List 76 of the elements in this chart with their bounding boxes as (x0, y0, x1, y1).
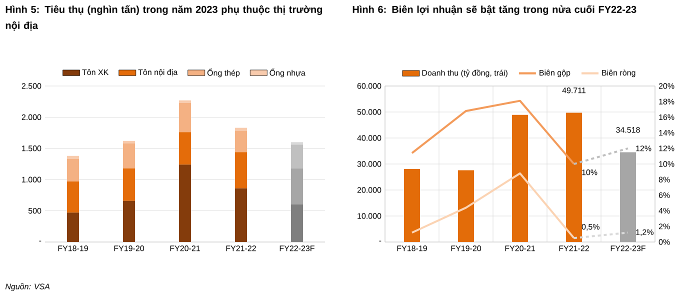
y2-tick-label: 6% (658, 192, 670, 198)
y2-tick-label: 0% (658, 239, 670, 245)
chart-title: Hình 6: Biên lợi nhuận sẽ bật tăng trong nửa cuối FY22-23 (352, 5, 636, 16)
bar (404, 168, 420, 242)
y-tick-label: 30.000 (357, 161, 382, 167)
legend-label: Biên gộp (540, 70, 570, 78)
y-tick-label: - (379, 240, 382, 242)
line-series (411, 172, 576, 240)
bar (566, 112, 582, 242)
bar (179, 132, 191, 165)
bar (179, 102, 191, 132)
x-tick-label: FY18-19 (58, 246, 88, 252)
bar (235, 152, 247, 188)
bar (291, 168, 303, 205)
y2-tick-label: 10% (659, 161, 674, 167)
legend-label: Tôn nội địa (138, 69, 178, 76)
y2-tick-label: 4% (658, 208, 670, 214)
legend-label: Tôn XK (82, 69, 109, 76)
chart-title: Hình 5: Tiêu thụ (nghìn tấn) trong năm 2023 phụ thuộc thị trường nội địa (6, 5, 322, 31)
data-label: 10% (582, 170, 598, 176)
text: Nguồn: VSA (5, 283, 50, 291)
y-tick-label: 1.500 (22, 146, 42, 152)
x-tick-label: FY19-20 (114, 246, 144, 252)
bar (235, 130, 247, 152)
y2-tick-label: 12% (659, 146, 674, 152)
x-tick-label: FY22-23F (610, 246, 646, 252)
x-tick-label: FY20-21 (505, 246, 535, 252)
y-tick-label: 10.000 (358, 213, 382, 219)
bar (179, 100, 191, 103)
legend-label: Doanh thu (tỷ đồng, trái) (422, 69, 508, 78)
bar (458, 170, 474, 242)
x-tick-label: FY19-20 (451, 246, 482, 252)
y2-tick-label: 2% (658, 224, 670, 230)
bar (123, 200, 135, 242)
data-label: 12% (636, 146, 652, 152)
data-label: 1,2% (636, 229, 654, 236)
y-tick-label: - (39, 240, 42, 242)
bar (235, 128, 247, 131)
y-tick-label: 20.000 (357, 187, 382, 193)
bar (67, 181, 79, 213)
y-tick-label: 2.500 (22, 83, 42, 89)
bar (67, 159, 79, 182)
x-tick-label: FY21-22 (559, 246, 589, 252)
x-tick-label: FY18-19 (397, 246, 427, 252)
line-series (411, 100, 576, 165)
y-tick-label: 1.000 (22, 176, 42, 182)
data-label: 49.711 (562, 88, 586, 94)
bar (291, 144, 303, 168)
bar (123, 143, 135, 168)
bar (235, 188, 247, 242)
y2-tick-label: 14% (659, 130, 674, 136)
x-tick-label: FY21-22 (226, 246, 256, 252)
x-tick-label: FY20-21 (170, 246, 200, 252)
legend-label: Ống thép (207, 68, 240, 78)
y-tick-label: 2.000 (22, 114, 42, 120)
bar (179, 164, 191, 242)
bar (512, 114, 528, 242)
bar (67, 156, 79, 160)
y2-tick-label: 18% (659, 98, 674, 104)
y2-tick-label: 20% (658, 83, 674, 89)
y2-tick-label: 8% (658, 176, 670, 182)
legend-label: Biên ròng (602, 70, 636, 78)
data-label: 34.518 (616, 127, 640, 133)
x-tick-label: FY22-23F (280, 246, 314, 252)
bar (620, 152, 636, 242)
y-tick-label: 500 (28, 208, 42, 214)
y2-tick-label: 16% (659, 114, 674, 120)
legend-label: Ống nhựa (270, 68, 306, 78)
bar (291, 142, 303, 145)
y-tick-label: 50.000 (357, 109, 382, 115)
bar (123, 168, 135, 201)
y-tick-label: 40.000 (357, 135, 382, 141)
bar (123, 140, 135, 144)
bar (291, 204, 303, 242)
bar (67, 212, 79, 242)
y-tick-label: 60.000 (357, 83, 382, 89)
